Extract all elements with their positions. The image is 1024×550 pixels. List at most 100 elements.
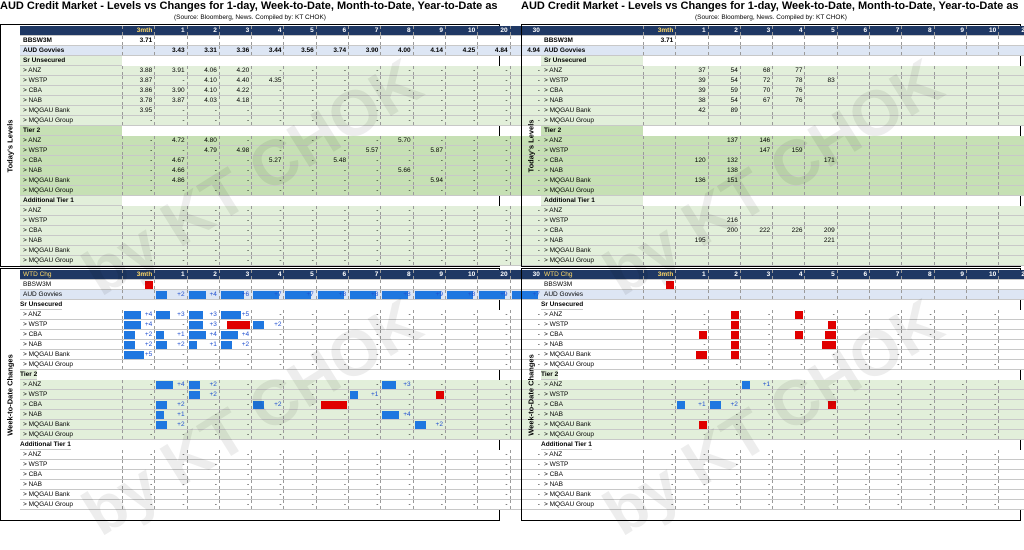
value-cell <box>643 226 675 235</box>
value-cell: - <box>477 420 509 429</box>
value-cell: - <box>315 430 348 439</box>
value-cell: 200 <box>707 226 740 235</box>
value-cell: 3.31 <box>186 46 219 55</box>
change-value: +2 <box>144 341 153 348</box>
change-bar <box>730 351 739 359</box>
value-cell: - <box>218 206 251 215</box>
value-cell: - <box>315 350 348 359</box>
table-row: AUD Govvies 3.43 3.31 3.36 3.44 3.56 3.74 3.90 4… <box>20 46 542 56</box>
table-row: > ANZ 3.88 3.91 4.06 4.20- - - - - - - - - <box>20 66 542 76</box>
value-cell: - <box>477 176 509 185</box>
value-cell: - <box>186 460 219 469</box>
value-cell: +2 <box>412 420 445 429</box>
value-cell: - <box>509 380 542 389</box>
value-cell: - <box>869 480 901 489</box>
value-cell <box>122 46 154 55</box>
value-cell: - <box>643 470 675 479</box>
value-cell: - <box>836 360 869 369</box>
change-value: +3 <box>403 381 411 388</box>
change-bar <box>730 341 739 349</box>
value-cell <box>933 66 966 75</box>
value-cell: - <box>315 66 348 75</box>
value-cell: - <box>869 390 901 399</box>
value-cell: - <box>154 320 186 329</box>
value-cell: - <box>348 66 380 75</box>
value-cell: - <box>643 390 675 399</box>
row-label: > MQGAU Group <box>23 361 74 368</box>
row-label: > ANZ <box>23 311 42 318</box>
value-cell: - <box>739 320 772 329</box>
value-cell: - <box>154 226 186 235</box>
change-bar <box>827 401 836 409</box>
row-label: > ANZ <box>23 67 42 74</box>
value-cell <box>772 36 804 45</box>
value-cell: - <box>218 116 251 125</box>
row-label: > MQGAU Bank <box>544 107 591 114</box>
value-cell: - <box>315 76 348 85</box>
value-cell: - <box>315 146 348 155</box>
value-cell: - <box>739 360 772 369</box>
value-cell <box>283 36 315 45</box>
value-cell: 138 <box>707 166 740 175</box>
value-cell: - <box>315 246 348 255</box>
change-value: +1 <box>370 391 379 398</box>
value-cell: - <box>251 460 283 469</box>
change-bar <box>382 381 397 389</box>
value-cell: - <box>933 420 966 429</box>
value-cell <box>643 186 675 195</box>
value-cell: - <box>380 236 412 245</box>
value-cell <box>772 256 804 265</box>
value-cell <box>772 166 804 175</box>
row-label: > ANZ <box>544 311 563 318</box>
value-cell <box>901 290 933 299</box>
value-cell: - <box>477 106 509 115</box>
value-cell: - <box>933 500 966 509</box>
value-cell: - <box>933 350 966 359</box>
value-cell: - <box>965 360 998 369</box>
table-row: BBSW3M -1 <box>541 280 1024 290</box>
value-cell: - <box>869 490 901 499</box>
value-cell <box>804 136 836 145</box>
value-cell: 222 <box>739 226 772 235</box>
value-cell: - <box>380 116 412 125</box>
value-cell: - <box>380 470 412 479</box>
tenor-header-9: 9 <box>412 26 445 35</box>
value-cell: - <box>477 460 509 469</box>
table-row: > CBA-+1+2---1------- <box>541 400 1024 410</box>
row-label: > ANZ <box>544 137 563 144</box>
value-cell: - <box>509 490 542 499</box>
value-cell <box>836 176 869 185</box>
value-cell: - <box>477 166 509 175</box>
value-cell: - <box>836 390 869 399</box>
change-bar <box>698 421 707 429</box>
value-cell: - <box>380 330 412 339</box>
value-cell <box>869 66 901 75</box>
change-value: -1 <box>732 341 738 348</box>
value-cell <box>772 236 804 245</box>
value-cell <box>933 76 966 85</box>
value-cell <box>933 116 966 125</box>
value-cell: - <box>509 156 542 165</box>
value-cell: - <box>901 400 933 409</box>
value-cell: - <box>444 490 477 499</box>
value-cell: - <box>998 380 1024 389</box>
value-cell: - <box>998 430 1024 439</box>
value-cell: - <box>348 480 380 489</box>
value-cell: 3.71 <box>643 36 675 45</box>
change-bar <box>317 291 344 299</box>
value-cell <box>965 280 998 289</box>
value-cell <box>869 156 901 165</box>
value-cell: - <box>283 350 315 359</box>
value-cell: - <box>477 310 509 319</box>
value-cell: - <box>707 490 740 499</box>
group-label: Sr Unsecured <box>541 301 584 308</box>
row-label: > MQGAU Bank <box>23 351 70 358</box>
value-cell: - <box>869 340 901 349</box>
change-bar <box>188 331 206 339</box>
change-bar <box>382 411 400 419</box>
value-cell <box>869 216 901 225</box>
value-cell: 4.79 <box>186 146 219 155</box>
value-cell: - <box>380 320 412 329</box>
value-cell <box>643 96 675 105</box>
value-cell: - <box>251 236 283 245</box>
